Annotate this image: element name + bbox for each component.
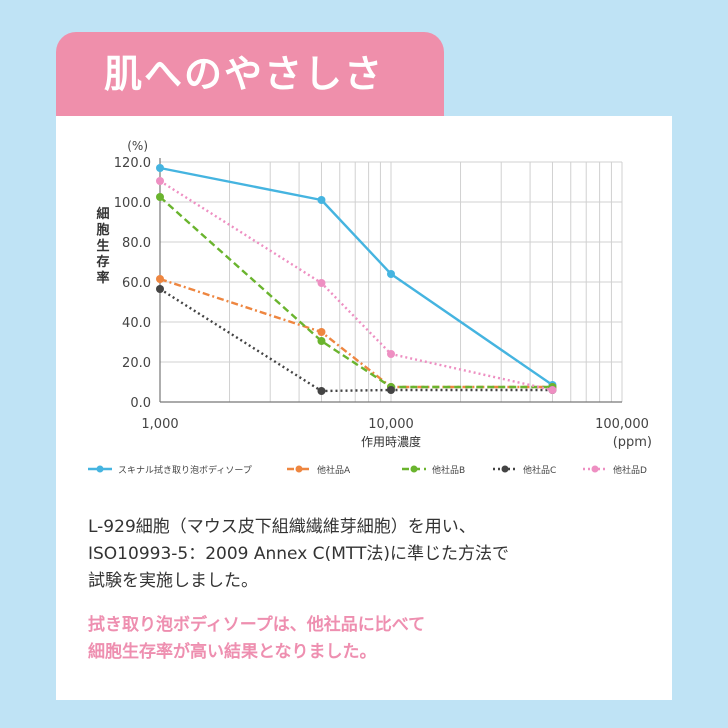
title-tab [56, 32, 444, 116]
data-point [156, 177, 164, 185]
data-point [387, 270, 395, 278]
legend-label: スキナル拭き取り泡ボディソープ [118, 464, 252, 476]
y-tick-label: 40.0 [122, 316, 151, 331]
series-line [159, 166, 554, 386]
conclusion-line: 細胞生存率が高い結果となりました。 [88, 642, 377, 662]
legend-marker [96, 465, 104, 473]
y-axis-label-char: 存 [96, 254, 109, 270]
series-line [159, 277, 553, 389]
y-axis-label-char: 率 [96, 270, 109, 286]
y-unit-label: (%) [127, 139, 148, 153]
data-point [317, 196, 326, 204]
series-line [159, 196, 553, 389]
x-tick-label: 10,000 [368, 417, 414, 432]
data-point [156, 193, 164, 201]
data-point [317, 337, 326, 345]
data-point [317, 279, 326, 287]
x-tick-label: 1,000 [141, 417, 178, 432]
data-point [317, 328, 326, 336]
legend-label: 他社品D [613, 464, 647, 476]
legend-marker [295, 465, 303, 473]
x-tick-label: 100,000 [595, 417, 649, 432]
data-point [156, 285, 164, 293]
x-axis-label: 作用時濃度 [361, 434, 421, 449]
y-tick-label: 20.0 [122, 356, 151, 371]
data-point [387, 350, 395, 358]
series-line [159, 179, 553, 392]
x-unit-label: (ppm) [613, 435, 652, 450]
data-point [156, 275, 164, 283]
legend-label: 他社品C [523, 464, 556, 476]
legend-marker [501, 465, 509, 473]
description-line: 試験を実施しました。 [88, 571, 258, 591]
legend-label: 他社品A [317, 464, 351, 476]
y-tick-label: 80.0 [122, 236, 151, 251]
data-point [548, 386, 557, 394]
legend-label: 他社品B [432, 464, 465, 476]
method-description: L-929細胞（マウス皮下組織繊維芽細胞）を用い、 ISO10993-5：200… [88, 514, 678, 595]
y-tick-label: 100.0 [114, 196, 151, 211]
y-tick-label: 0.0 [130, 396, 151, 411]
conclusion-text: 拭き取り泡ボディソープは、他社品に比べて 細胞生存率が高い結果となりました。 [88, 612, 678, 666]
data-point [156, 164, 164, 172]
data-point [387, 386, 395, 394]
description-line: ISO10993-5：2009 Annex C(MTT法)に準じた方法で [88, 544, 509, 564]
page-title: 肌へのやさしさ [104, 52, 385, 96]
y-axis-label-char: 胞 [95, 222, 109, 238]
y-axis-label-char: 生 [96, 238, 109, 254]
data-point [317, 387, 326, 395]
y-tick-label: 60.0 [122, 276, 151, 291]
description-line: L-929細胞（マウス皮下組織繊維芽細胞）を用い、 [88, 517, 476, 537]
conclusion-line: 拭き取り泡ボディソープは、他社品に比べて [88, 615, 426, 635]
survival-rate-chart: 0.0 20.0 40.0 60.0 80.0 100.0 120.0 1,000 10,000… [88, 139, 652, 476]
y-tick-label: 120.0 [114, 156, 151, 171]
series-line [159, 287, 553, 393]
legend-marker [410, 465, 418, 473]
y-axis-label-char: 細 [96, 206, 109, 222]
legend-marker [591, 465, 599, 473]
